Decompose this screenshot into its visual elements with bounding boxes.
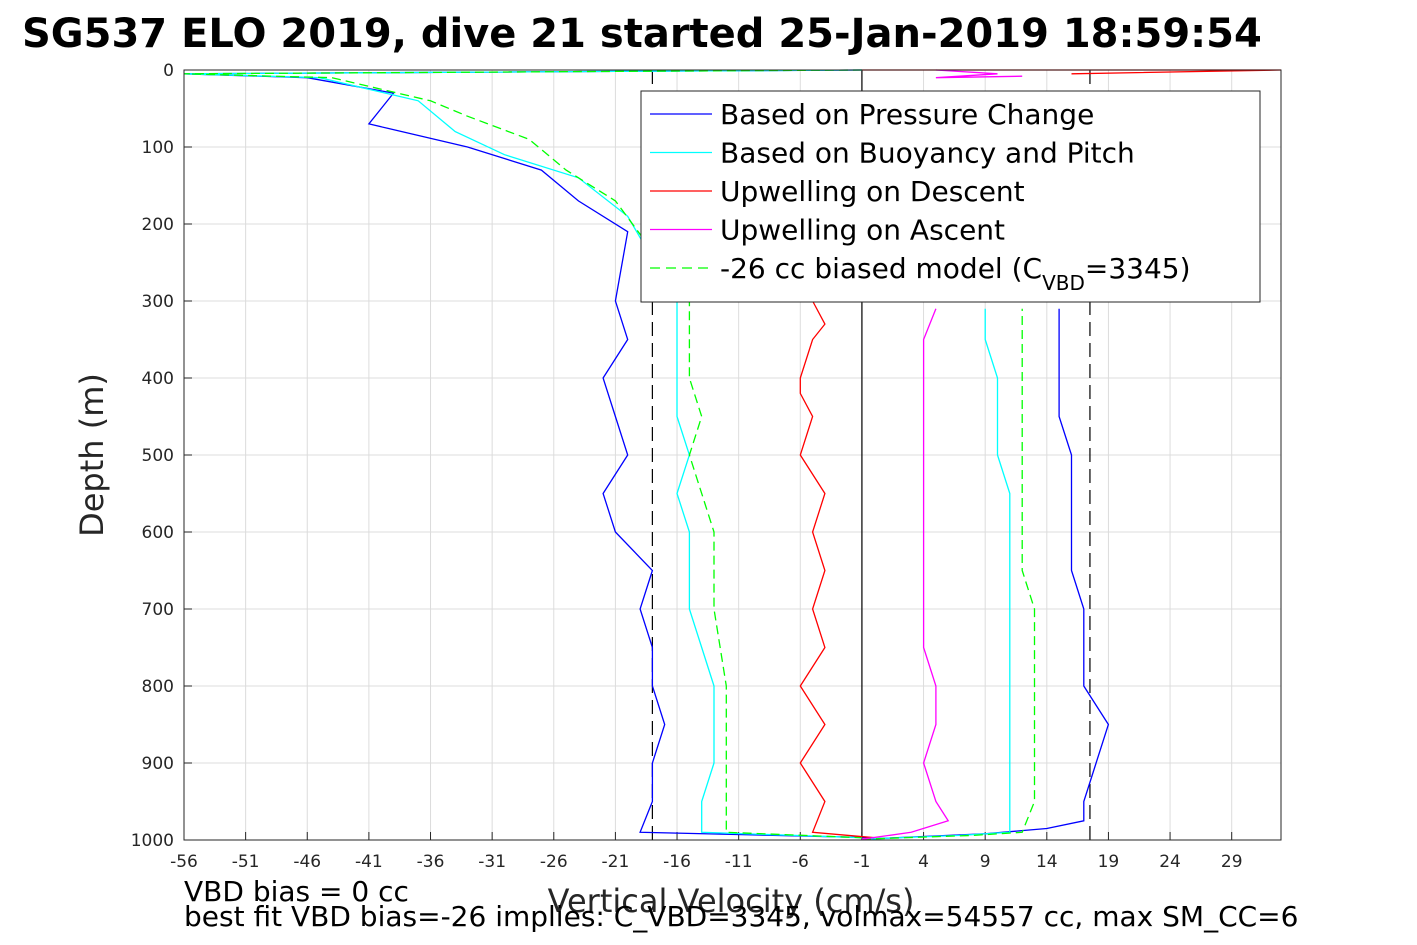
series-line-6 bbox=[799, 300, 875, 839]
legend-label-tail: =3345) bbox=[1085, 252, 1191, 285]
series-line-4 bbox=[183, 69, 862, 839]
x-tick-label: -11 bbox=[725, 852, 753, 872]
legend: Based on Pressure Change Based on Buoyanc… bbox=[640, 90, 1261, 303]
series-layer bbox=[183, 69, 1282, 840]
y-tick-label: 500 bbox=[142, 446, 174, 466]
plot-frame bbox=[183, 69, 1282, 841]
y-tick-label: 800 bbox=[142, 677, 174, 697]
x-axis-label: Vertical Velocity (cm/s) bbox=[548, 882, 915, 920]
footer-best-fit: best fit VBD bias=-26 implies: C_VBD=334… bbox=[184, 900, 1298, 933]
series-line-1 bbox=[861, 308, 1110, 840]
y-tick-label: 100 bbox=[142, 138, 174, 158]
x-tick-label: -21 bbox=[602, 852, 630, 872]
legend-label-main: -26 cc biased model (C bbox=[720, 252, 1042, 285]
x-tick-label: -6 bbox=[792, 852, 809, 872]
series-line-9 bbox=[935, 69, 1023, 79]
legend-items: Based on Pressure Change Based on Buoyanc… bbox=[650, 98, 1191, 295]
legend-label-subscript: VBD bbox=[1042, 271, 1085, 295]
y-tick-label: 200 bbox=[142, 215, 174, 235]
y-tick-label: 600 bbox=[142, 523, 174, 543]
x-tick-label: -36 bbox=[417, 852, 445, 872]
x-tick-label: 19 bbox=[1098, 852, 1120, 872]
x-tick-label: -1 bbox=[853, 852, 870, 872]
x-tick-label: -26 bbox=[540, 852, 568, 872]
x-tick-label: 9 bbox=[980, 852, 991, 872]
y-tick-label: 0 bbox=[163, 61, 174, 81]
legend-label: -26 cc biased model (CVBD=3345) bbox=[720, 252, 1191, 295]
y-axis-label: Depth (m) bbox=[73, 373, 111, 537]
legend-label: Upwelling on Descent bbox=[720, 175, 1025, 208]
series-line-5 bbox=[861, 308, 1036, 840]
legend-label: Upwelling on Ascent bbox=[720, 214, 1005, 247]
y-tick-label: 900 bbox=[142, 754, 174, 774]
legend-label: Based on Pressure Change bbox=[720, 98, 1094, 131]
y-tick-labels: 0 100 200 300 400 500 600 700 800 900 1000 bbox=[131, 61, 174, 851]
footer-vbd-bias: VBD bias = 0 cc bbox=[184, 875, 409, 908]
series-line-2 bbox=[183, 69, 862, 839]
x-tick-label: 24 bbox=[1159, 852, 1181, 872]
x-tick-labels: -56 -51 -46 -41 -36 -31 -26 -21 -16 -11 -6 -1 4 9 14 19… bbox=[170, 852, 1242, 872]
x-tick-label: -56 bbox=[170, 852, 198, 872]
y-tick-label: 400 bbox=[142, 369, 174, 389]
legend-box bbox=[640, 90, 1261, 303]
x-tick-label: -16 bbox=[663, 852, 691, 872]
x-tick-label: -51 bbox=[232, 852, 260, 872]
y-tick-label: 300 bbox=[142, 292, 174, 312]
x-tick-label: 14 bbox=[1036, 852, 1058, 872]
x-tick-label: -31 bbox=[478, 852, 506, 872]
x-tick-label: 4 bbox=[918, 852, 929, 872]
legend-label: Based on Buoyancy and Pitch bbox=[720, 137, 1135, 170]
series-line-3 bbox=[861, 308, 1011, 840]
y-tick-label: 1000 bbox=[131, 831, 174, 851]
x-tick-label: -41 bbox=[355, 852, 383, 872]
y-tick-label: 700 bbox=[142, 600, 174, 620]
series-line-8 bbox=[861, 308, 950, 840]
x-tick-label: 29 bbox=[1221, 852, 1243, 872]
series-line-0 bbox=[183, 69, 875, 839]
x-tick-label: -46 bbox=[293, 852, 321, 872]
chart-title: SG537 ELO 2019, dive 21 started 25-Jan-2… bbox=[22, 11, 1262, 57]
